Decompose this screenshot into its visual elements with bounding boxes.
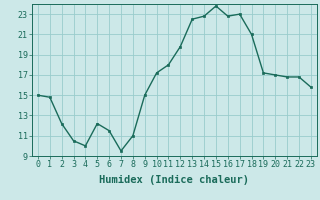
X-axis label: Humidex (Indice chaleur): Humidex (Indice chaleur)	[100, 175, 249, 185]
